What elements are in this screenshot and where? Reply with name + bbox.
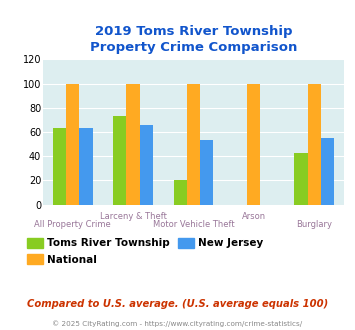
Bar [321, 138, 334, 205]
Bar [307, 83, 321, 205]
Bar [80, 128, 93, 205]
Bar [200, 141, 213, 205]
Text: © 2025 CityRating.com - https://www.cityrating.com/crime-statistics/: © 2025 CityRating.com - https://www.city… [53, 321, 302, 327]
Bar [53, 128, 66, 205]
Bar [247, 83, 261, 205]
Bar [140, 125, 153, 205]
Text: All Property Crime: All Property Crime [34, 220, 111, 229]
Legend: Toms River Township, National, New Jersey: Toms River Township, National, New Jerse… [23, 233, 267, 269]
Bar [66, 83, 80, 205]
Title: 2019 Toms River Township
Property Crime Comparison: 2019 Toms River Township Property Crime … [90, 25, 297, 54]
Bar [174, 181, 187, 205]
Bar [187, 83, 200, 205]
Bar [113, 116, 126, 205]
Text: Motor Vehicle Theft: Motor Vehicle Theft [153, 220, 234, 229]
Text: Larceny & Theft: Larceny & Theft [100, 212, 166, 221]
Bar [294, 152, 307, 205]
Text: Arson: Arson [242, 212, 266, 221]
Bar [126, 83, 140, 205]
Text: Compared to U.S. average. (U.S. average equals 100): Compared to U.S. average. (U.S. average … [27, 299, 328, 309]
Text: Burglary: Burglary [296, 220, 332, 229]
